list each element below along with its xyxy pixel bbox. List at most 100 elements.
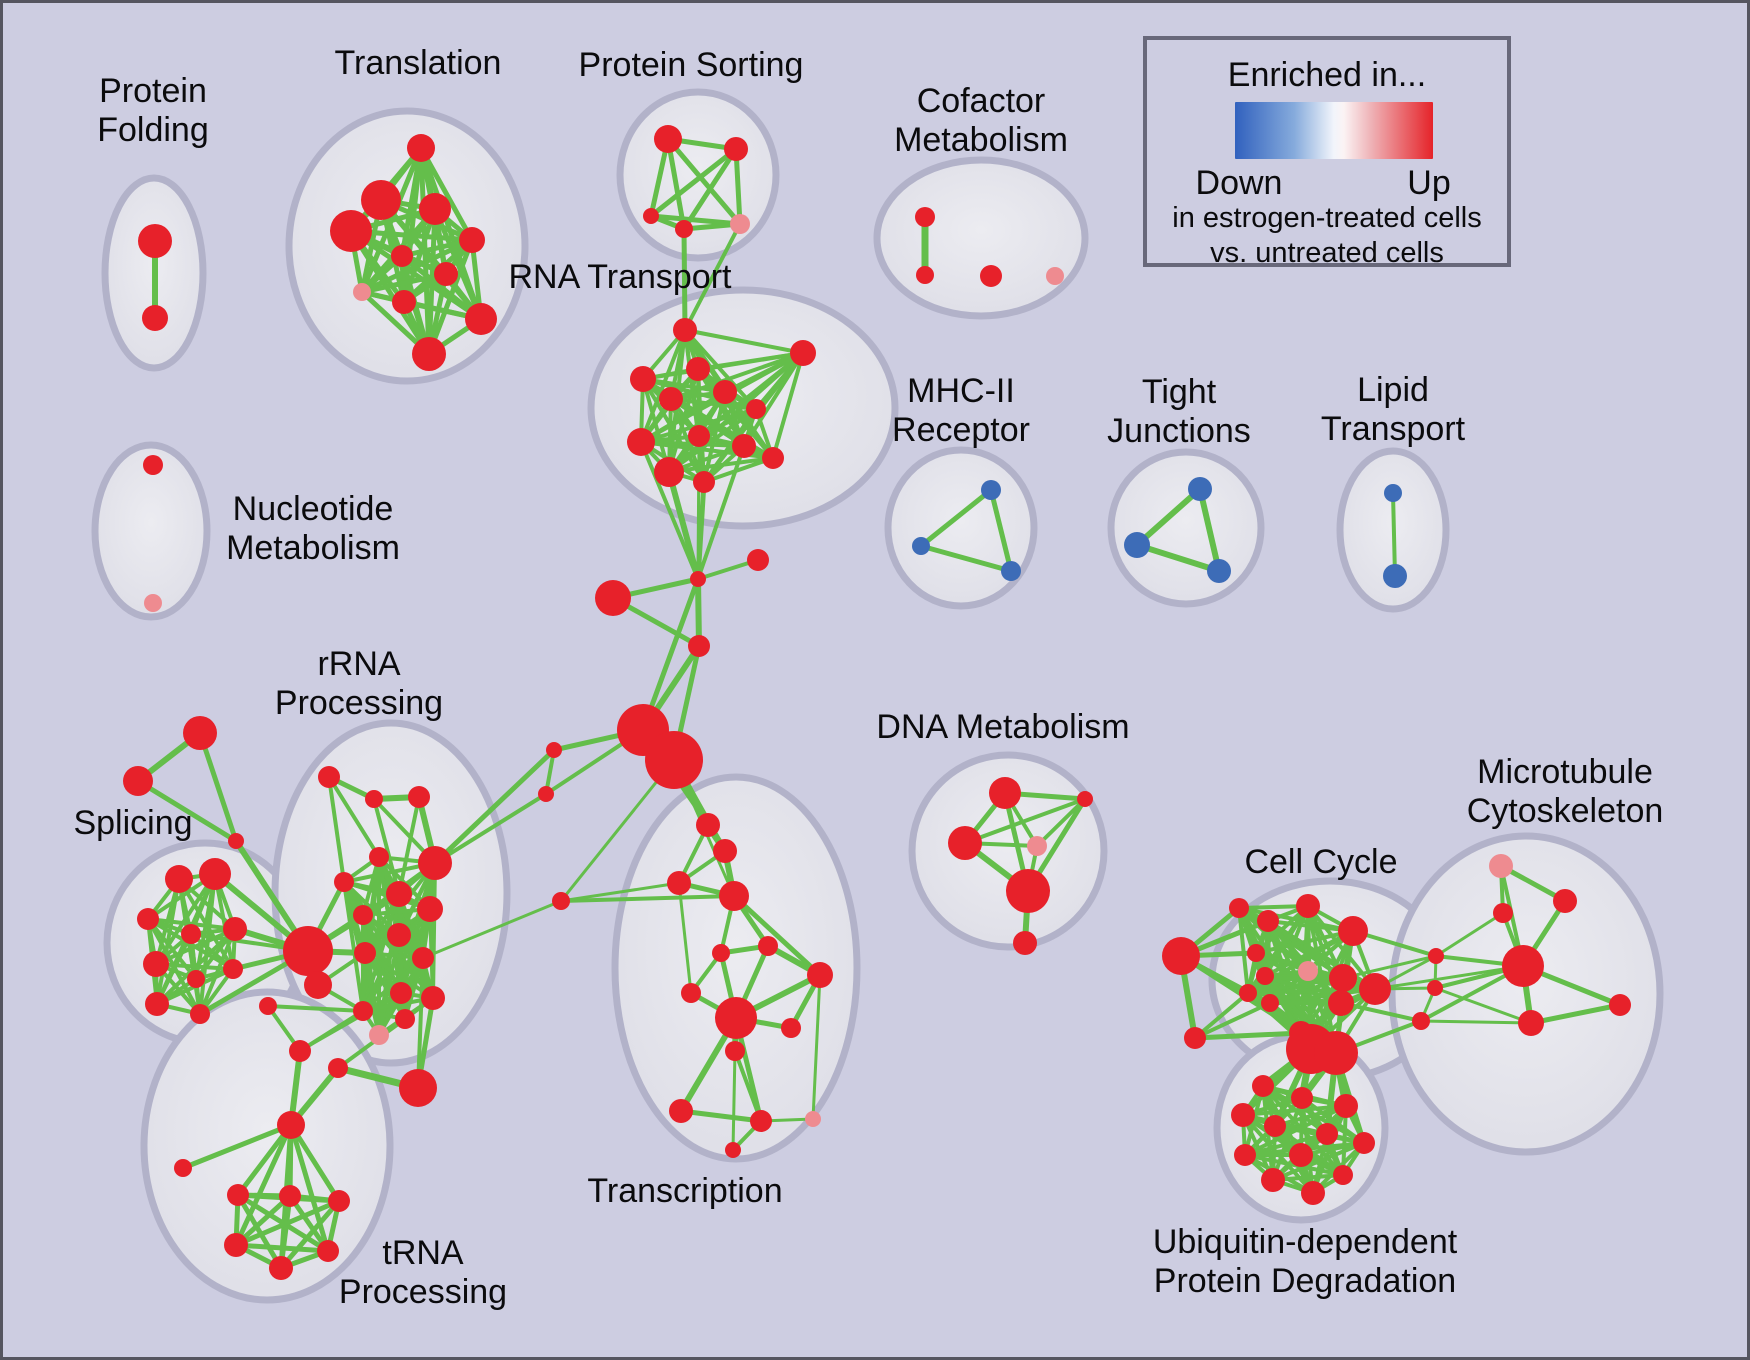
node-c3 xyxy=(688,635,710,657)
cluster-label-dna-metabolism: DNA Metabolism xyxy=(876,708,1129,746)
cluster-label-lipid-transport-line2: Transport xyxy=(1321,410,1466,448)
node-cc16 xyxy=(1314,1031,1358,1075)
network-edge xyxy=(731,893,823,978)
network-edge xyxy=(421,899,563,960)
node-tj1 xyxy=(1188,477,1212,501)
node-mt3 xyxy=(1493,903,1513,923)
network-edge xyxy=(361,956,425,1013)
node-cc9 xyxy=(1329,964,1357,992)
node-rt3 xyxy=(630,366,656,392)
cluster-label-cell-cycle: Cell Cycle xyxy=(1244,843,1397,881)
network-edge xyxy=(811,973,822,1121)
node-tr14 xyxy=(805,1111,821,1127)
node-s9 xyxy=(145,992,169,1016)
cluster-label-trna-processing-line2: Processing xyxy=(339,1273,507,1311)
cluster-label-protein-sorting: Protein Sorting xyxy=(579,46,804,84)
node-rr20 xyxy=(328,1058,348,1078)
node-t11 xyxy=(412,337,446,371)
network-edge xyxy=(1254,929,1355,955)
network-edge xyxy=(235,1192,284,1271)
network-edge xyxy=(432,747,557,866)
cluster-label-ubiquitin-degradation-line1: Ubiquitin-dependent xyxy=(1153,1223,1458,1261)
node-rt12 xyxy=(693,471,715,493)
cluster-label-cofactor-metabolism-line1: Cofactor xyxy=(917,82,1046,120)
node-cf2 xyxy=(916,266,934,284)
node-rr17 xyxy=(395,1009,415,1029)
node-s7 xyxy=(187,970,205,988)
network-edge xyxy=(1433,986,1533,1025)
node-mh1 xyxy=(981,480,1001,500)
legend-title: Enriched in... xyxy=(1227,56,1427,94)
node-tr5 xyxy=(712,944,730,962)
node-s3 xyxy=(137,908,159,930)
network-edge xyxy=(696,434,701,581)
legend-subtitle-line1: in estrogen-treated cells xyxy=(1172,202,1482,234)
node-cf1 xyxy=(915,207,935,227)
node-ub7 xyxy=(1353,1132,1375,1154)
network-edge xyxy=(678,1108,764,1124)
network-edge xyxy=(432,206,484,322)
node-rt9 xyxy=(688,425,710,447)
node-rr14 xyxy=(390,982,412,1004)
network-edge xyxy=(1498,863,1568,904)
node-dm1 xyxy=(989,777,1021,809)
node-tr1 xyxy=(696,813,720,837)
network-edge xyxy=(648,213,743,227)
network-edge xyxy=(918,543,1014,574)
cluster-ellipse-nucleotide-metabolism xyxy=(91,441,211,621)
node-cc11 xyxy=(1239,984,1257,1002)
node-tr8 xyxy=(807,962,833,988)
network-edge xyxy=(1419,1019,1533,1025)
network-edge xyxy=(559,894,736,903)
node-cc2 xyxy=(1184,1027,1206,1049)
network-edge xyxy=(1339,1001,1423,1023)
node-mh3 xyxy=(1001,561,1021,581)
network-edge xyxy=(1306,904,1377,991)
network-edge xyxy=(648,146,739,219)
node-rt4 xyxy=(686,357,710,381)
network-edge xyxy=(559,758,676,903)
node-t8 xyxy=(353,283,371,301)
node-ps3 xyxy=(643,208,659,224)
network-edge xyxy=(233,1193,293,1248)
node-cc17 xyxy=(1256,967,1274,985)
network-edge xyxy=(146,917,237,931)
node-j1 xyxy=(690,571,706,587)
node-ps4 xyxy=(675,220,693,238)
network-edge xyxy=(213,872,235,971)
legend-down-label: Down xyxy=(1195,164,1283,202)
node-ps1 xyxy=(654,125,682,153)
network-edge xyxy=(1035,797,1087,848)
node-tj3 xyxy=(1207,559,1231,583)
node-ub8 xyxy=(1234,1144,1256,1166)
node-t9 xyxy=(392,290,416,314)
cluster-label-translation: Translation xyxy=(335,44,502,82)
node-t6 xyxy=(391,245,413,267)
node-cf4 xyxy=(1046,267,1064,285)
network-edge xyxy=(1197,486,1222,574)
network-edge xyxy=(278,1193,293,1271)
cluster-label-microtubule-cytoskeleton-line1: Microtubule xyxy=(1477,753,1653,791)
node-rr10 xyxy=(387,923,411,947)
network-edge xyxy=(695,576,702,649)
node-s2 xyxy=(199,858,231,890)
node-c5 xyxy=(538,786,554,802)
cluster-ellipse-cofactor-metabolism xyxy=(873,156,1089,320)
cluster-label-rrna-processing-line2: Processing xyxy=(275,684,443,722)
cluster-label-rna-transport: RNA Transport xyxy=(509,258,733,296)
network-edge xyxy=(1263,974,1343,1005)
network-edge xyxy=(1434,911,1505,958)
node-mtc3 xyxy=(1412,1012,1430,1030)
node-cc7 xyxy=(1247,944,1265,962)
cluster-label-splicing: Splicing xyxy=(73,804,192,842)
node-dm6 xyxy=(1013,931,1037,955)
node-x1 xyxy=(552,892,570,910)
network-edge xyxy=(327,775,381,859)
node-t1 xyxy=(407,134,435,162)
node-mtc1 xyxy=(1428,948,1444,964)
node-t4 xyxy=(419,193,451,225)
network-edge xyxy=(198,872,217,1016)
node-c4 xyxy=(546,742,562,758)
node-tj2 xyxy=(1124,532,1150,558)
